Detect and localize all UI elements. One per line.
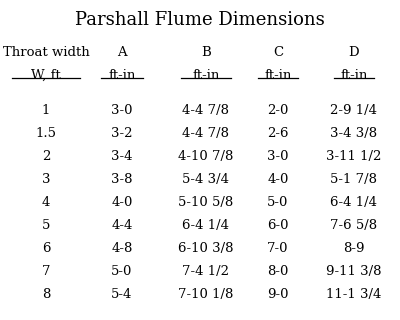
Text: 3-11 1/2: 3-11 1/2 [326, 150, 382, 163]
Text: 8: 8 [42, 288, 50, 301]
Text: 6-4 1/4: 6-4 1/4 [330, 196, 378, 209]
Text: 7: 7 [42, 265, 50, 278]
Text: 6: 6 [42, 242, 50, 255]
Text: ft-in: ft-in [264, 69, 292, 82]
Text: 9-11 3/8: 9-11 3/8 [326, 265, 382, 278]
Text: 9-0: 9-0 [267, 288, 289, 301]
Text: 4-10 7/8: 4-10 7/8 [178, 150, 234, 163]
Text: 5: 5 [42, 219, 50, 232]
Text: 3-2: 3-2 [111, 127, 133, 140]
Text: 2-0: 2-0 [267, 104, 289, 117]
Text: 6-4 1/4: 6-4 1/4 [182, 219, 230, 232]
Text: 5-10 5/8: 5-10 5/8 [178, 196, 234, 209]
Text: ft-in: ft-in [108, 69, 136, 82]
Text: C: C [273, 46, 283, 60]
Text: 3: 3 [42, 173, 50, 186]
Text: 6-10 3/8: 6-10 3/8 [178, 242, 234, 255]
Text: 3-0: 3-0 [267, 150, 289, 163]
Text: 7-0: 7-0 [267, 242, 289, 255]
Text: 4-0: 4-0 [111, 196, 133, 209]
Text: 2-9 1/4: 2-9 1/4 [330, 104, 378, 117]
Text: 4-8: 4-8 [111, 242, 133, 255]
Text: 4-4: 4-4 [111, 219, 133, 232]
Text: ft-in: ft-in [340, 69, 368, 82]
Text: W, ft: W, ft [31, 69, 61, 82]
Text: 4: 4 [42, 196, 50, 209]
Text: 8-0: 8-0 [267, 265, 289, 278]
Text: 3-4 3/8: 3-4 3/8 [330, 127, 378, 140]
Text: 3-8: 3-8 [111, 173, 133, 186]
Text: 1.5: 1.5 [36, 127, 56, 140]
Text: Throat width: Throat width [3, 46, 89, 60]
Text: 11-1 3/4: 11-1 3/4 [326, 288, 382, 301]
Text: B: B [201, 46, 211, 60]
Text: 2: 2 [42, 150, 50, 163]
Text: 4-4 7/8: 4-4 7/8 [182, 104, 230, 117]
Text: A: A [117, 46, 127, 60]
Text: 4-4 7/8: 4-4 7/8 [182, 127, 230, 140]
Text: 7-6 5/8: 7-6 5/8 [330, 219, 378, 232]
Text: 5-4 3/4: 5-4 3/4 [182, 173, 230, 186]
Text: ft-in: ft-in [192, 69, 220, 82]
Text: 1: 1 [42, 104, 50, 117]
Text: 5-1 7/8: 5-1 7/8 [330, 173, 378, 186]
Text: 2-6: 2-6 [267, 127, 289, 140]
Text: 7-10 1/8: 7-10 1/8 [178, 288, 234, 301]
Text: 4-0: 4-0 [267, 173, 289, 186]
Text: Parshall Flume Dimensions: Parshall Flume Dimensions [75, 11, 325, 29]
Text: 3-0: 3-0 [111, 104, 133, 117]
Text: 5-0: 5-0 [111, 265, 133, 278]
Text: 3-4: 3-4 [111, 150, 133, 163]
Text: D: D [349, 46, 359, 60]
Text: 5-0: 5-0 [267, 196, 289, 209]
Text: 8-9: 8-9 [343, 242, 365, 255]
Text: 5-4: 5-4 [111, 288, 133, 301]
Text: 7-4 1/2: 7-4 1/2 [182, 265, 230, 278]
Text: 6-0: 6-0 [267, 219, 289, 232]
